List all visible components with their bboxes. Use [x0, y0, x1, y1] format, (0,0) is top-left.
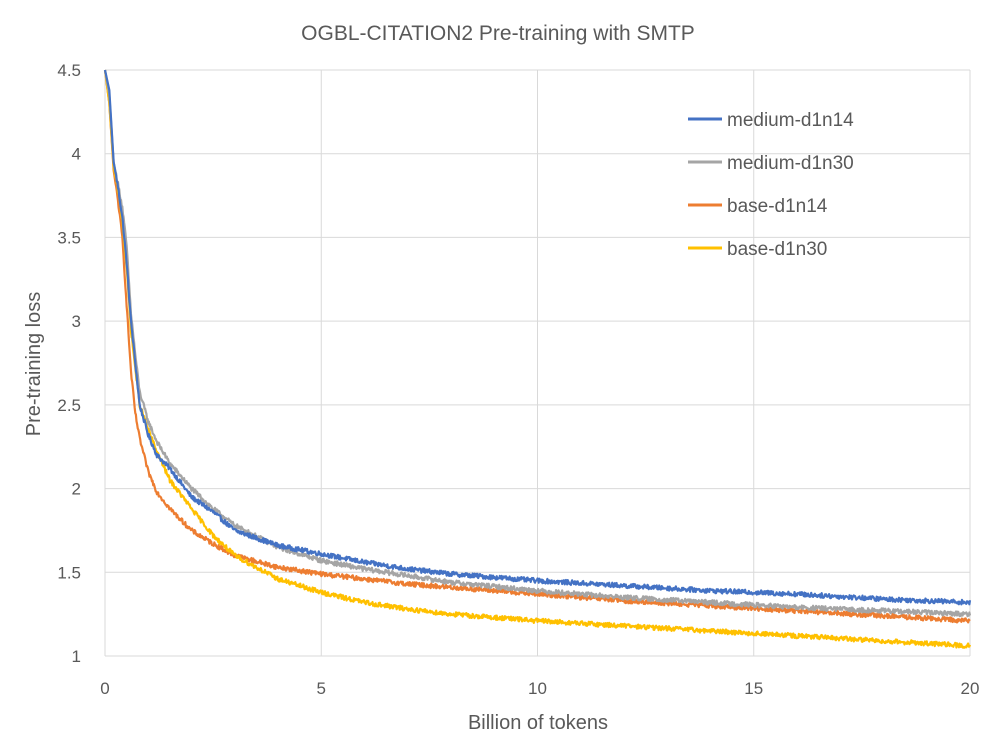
y-tick-label: 4: [72, 145, 81, 164]
y-tick-label: 1: [72, 647, 81, 666]
legend-label-base-d1n30: base-d1n30: [727, 239, 827, 260]
y-tick-label: 2.5: [57, 396, 81, 415]
x-tick-label: 20: [961, 679, 980, 698]
x-tick-label: 5: [317, 679, 326, 698]
x-tick-labels: 0 5 10 15 20: [100, 679, 979, 698]
chart-title: OGBL-CITATION2 Pre-training with SMTP: [301, 22, 695, 45]
series-line-medium-d1n14: [103, 69, 972, 606]
y-tick-label: 3: [72, 312, 81, 331]
x-tick-label: 10: [528, 679, 547, 698]
legend-label-medium-d1n14: medium-d1n14: [727, 110, 854, 131]
x-tick-label: 15: [744, 679, 763, 698]
y-tick-label: 2: [72, 480, 81, 499]
y-tick-label: 3.5: [57, 228, 81, 247]
y-tick-labels: 1 1.5 2 2.5 3 3.5 4 4.5: [57, 61, 81, 666]
y-tick-label: 1.5: [57, 563, 81, 582]
x-axis-label: Billion of tokens: [468, 712, 608, 734]
legend-label-medium-d1n30: medium-d1n30: [727, 153, 854, 174]
series-lines: [103, 69, 972, 649]
x-tick-label: 0: [100, 679, 109, 698]
y-axis-label: Pre-training loss: [23, 292, 45, 437]
gridlines: [104, 69, 971, 657]
series-line-base-d1n30: [103, 69, 972, 649]
legend-label-base-d1n14: base-d1n14: [727, 196, 828, 217]
legend: medium-d1n14 medium-d1n30 base-d1n14 base-d…: [688, 110, 854, 260]
y-tick-label: 4.5: [57, 61, 81, 80]
series-line-base-d1n14: [103, 69, 971, 624]
